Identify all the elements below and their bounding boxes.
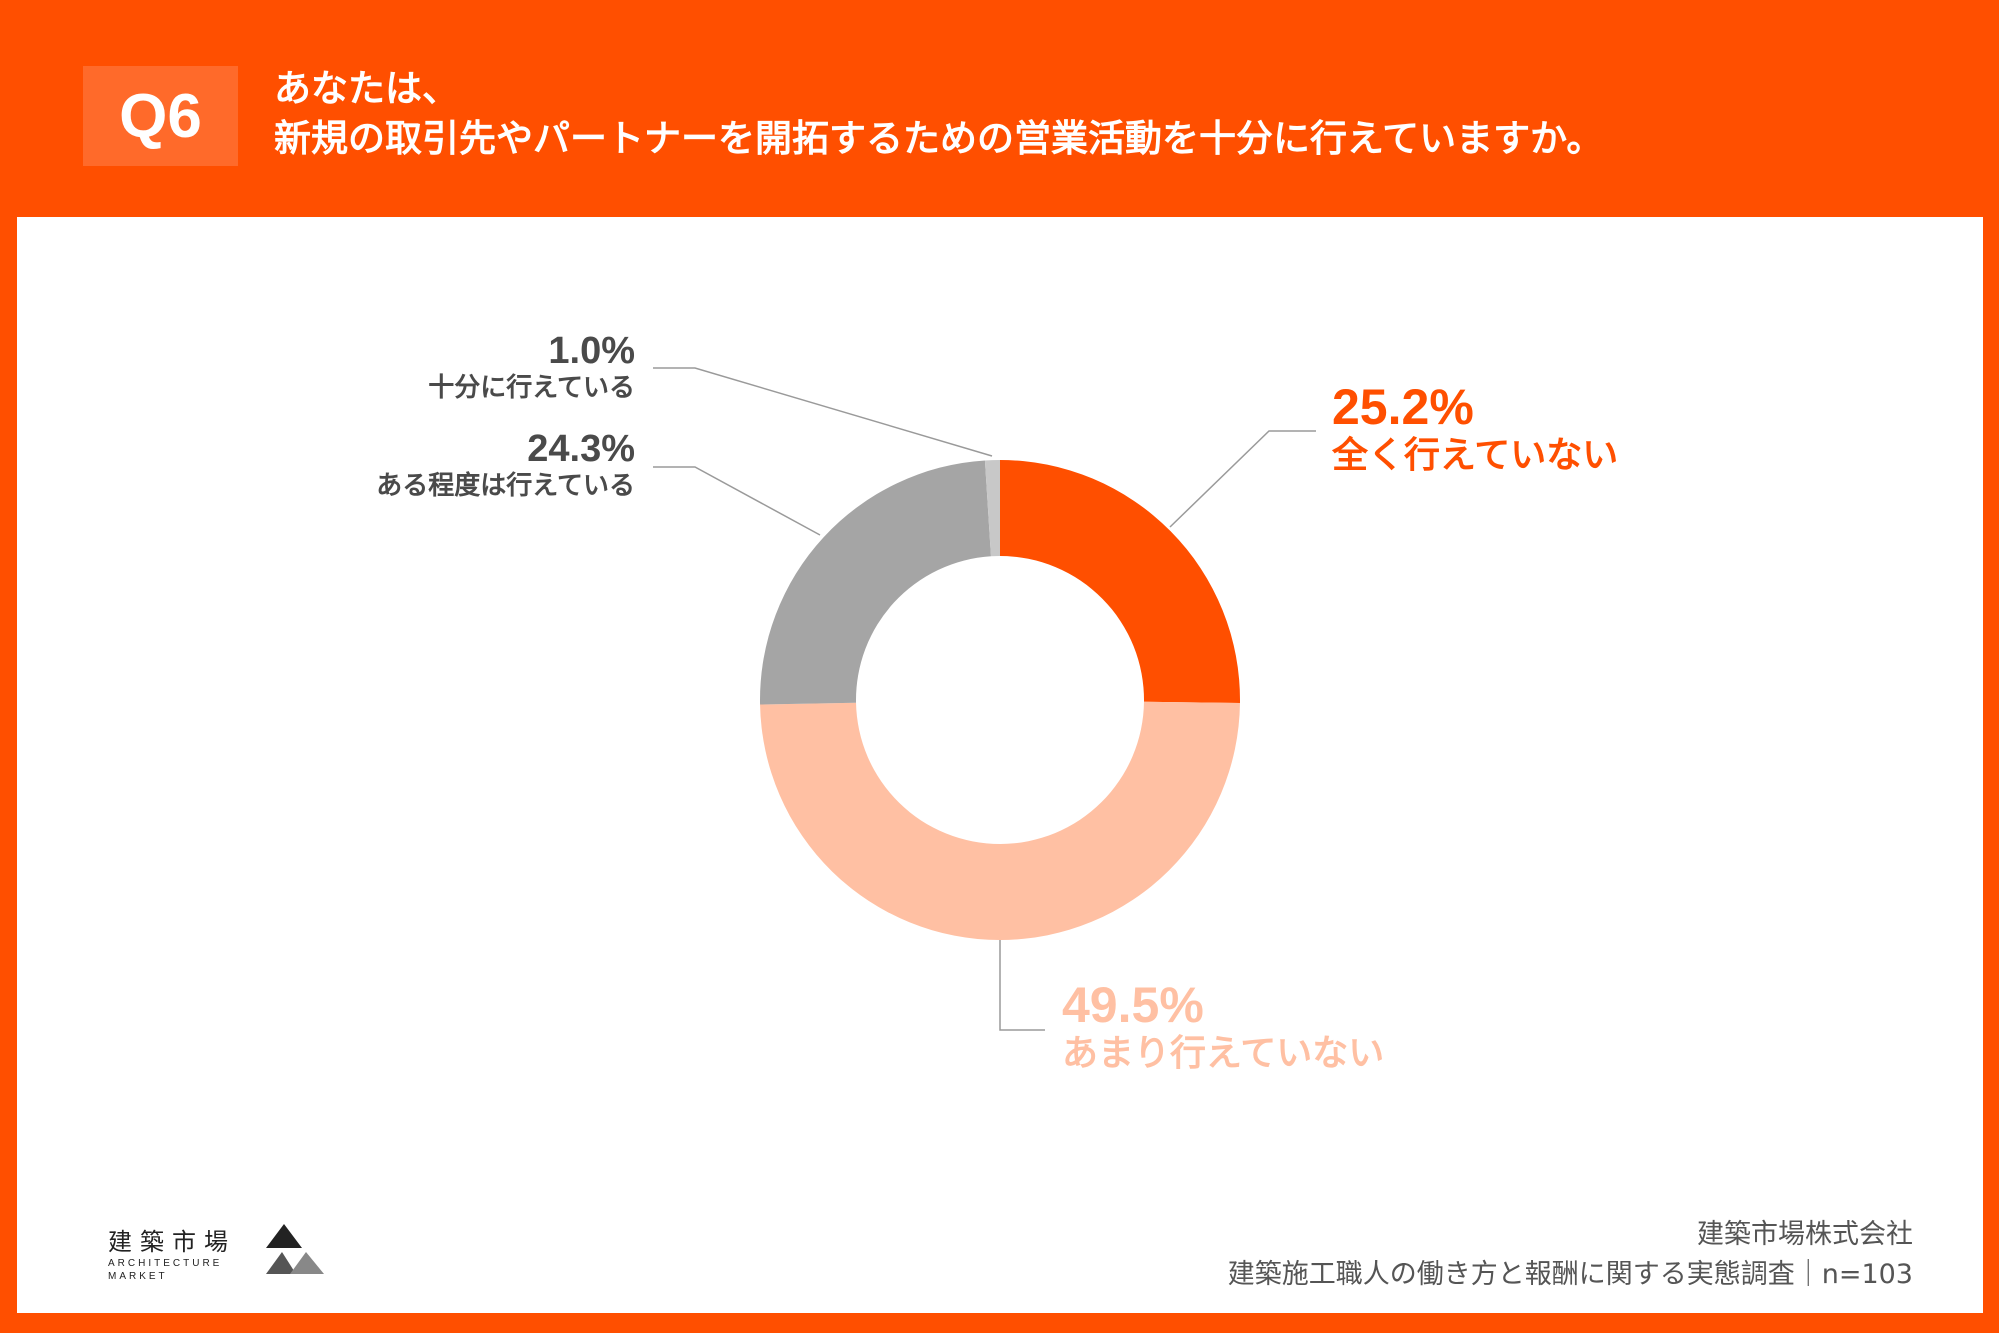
label-slice-1: 49.5% あまり行えていない: [1062, 978, 1384, 1076]
chart-panel: [17, 217, 1983, 1313]
logo-kanji: 建築市場: [108, 1228, 236, 1256]
label-slice-0: 25.2% 全く行えていない: [1332, 380, 1618, 478]
logo-en-line1: ARCHITECTURE: [108, 1258, 223, 1269]
value-label: 1.0%: [548, 330, 635, 372]
footer-survey: 建築施工職人の働き方と報酬に関する実態調査｜n=103: [1227, 1259, 1913, 1290]
value-label: 49.5%: [1062, 977, 1204, 1033]
donut-slice-1: [760, 701, 1240, 941]
donut-slice-2: [760, 460, 991, 705]
category-label: 十分に行えている: [428, 373, 635, 403]
logo-triangles-icon: [266, 1224, 324, 1274]
category-label: ある程度は行えている: [376, 471, 635, 501]
value-label: 24.3%: [527, 428, 635, 470]
category-label: 全く行えていない: [1332, 435, 1619, 476]
leader-line-slice-3: [653, 367, 993, 457]
leader-line-slice-1: [999, 940, 1045, 1031]
question-number-badge: Q6: [83, 66, 238, 166]
page-title: あなたは、 新規の取引先やパートナーを開拓するための営業活動を十分に行えています…: [274, 64, 1603, 164]
donut-slice-0: [1000, 460, 1240, 704]
donut-slice-3: [984, 460, 1000, 557]
category-label: あまり行えていない: [1062, 1033, 1385, 1074]
title-line-1: あなたは、: [274, 67, 459, 110]
label-slice-3: 1.0% 十分に行えている: [428, 330, 635, 404]
value-label: 25.2%: [1332, 379, 1474, 435]
title-line-2: 新規の取引先やパートナーを開拓するための営業活動を十分に行えていますか。: [274, 117, 1604, 160]
footer-company: 建築市場株式会社: [1697, 1219, 1913, 1250]
leader-line-slice-2: [653, 466, 821, 536]
logo-en-line2: MARKET: [108, 1271, 168, 1282]
leader-line-slice-0: [1169, 430, 1316, 528]
company-logo: 建築市場 ARCHITECTURE MARKET: [108, 1222, 332, 1283]
label-slice-2: 24.3% ある程度は行えている: [376, 428, 635, 502]
